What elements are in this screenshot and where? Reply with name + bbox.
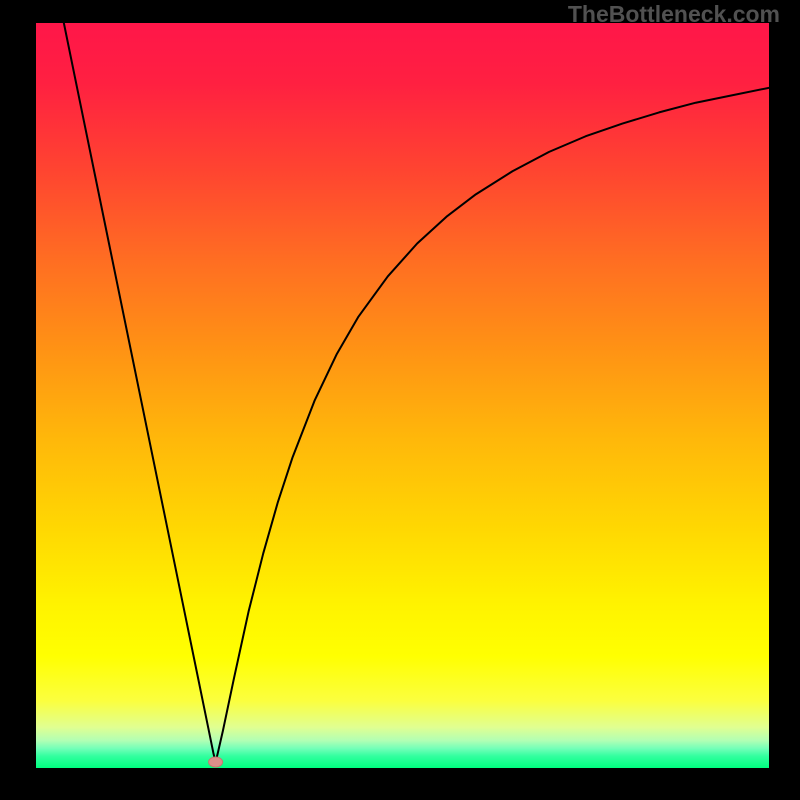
- chart-container: TheBottleneck.com: [0, 0, 800, 800]
- plot-area: [36, 23, 769, 768]
- attribution-text: TheBottleneck.com: [568, 1, 780, 28]
- gradient-background: [36, 23, 769, 768]
- minimum-marker: [209, 757, 223, 767]
- chart-svg: [36, 23, 769, 768]
